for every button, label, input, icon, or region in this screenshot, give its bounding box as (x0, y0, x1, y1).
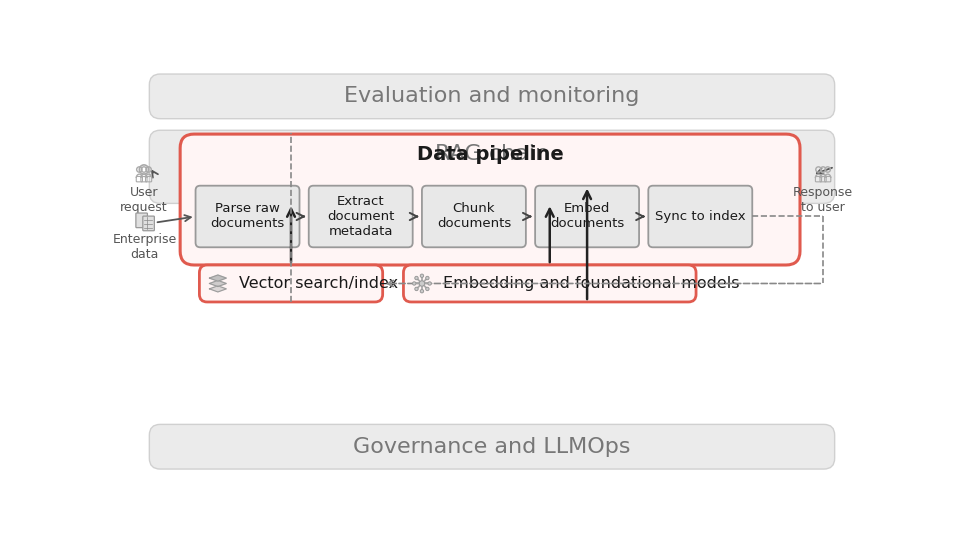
Circle shape (420, 289, 423, 293)
Text: Data pipeline: Data pipeline (417, 145, 564, 164)
FancyBboxPatch shape (136, 213, 148, 228)
FancyBboxPatch shape (150, 130, 834, 204)
Text: Response
to user: Response to user (793, 186, 853, 214)
Circle shape (415, 287, 419, 291)
Text: Embed
documents: Embed documents (550, 202, 624, 231)
Circle shape (413, 282, 416, 285)
Circle shape (415, 276, 419, 280)
FancyBboxPatch shape (150, 424, 834, 469)
FancyBboxPatch shape (535, 186, 639, 247)
Text: Extract
document
metadata: Extract document metadata (327, 195, 395, 238)
Circle shape (425, 276, 429, 280)
Circle shape (420, 274, 423, 278)
Polygon shape (209, 280, 227, 287)
Text: Governance and LLMOps: Governance and LLMOps (353, 437, 631, 457)
Polygon shape (209, 286, 227, 292)
FancyBboxPatch shape (309, 186, 413, 247)
Text: Parse raw
documents: Parse raw documents (210, 202, 285, 231)
Text: Enterprise
data: Enterprise data (112, 233, 177, 261)
Text: Evaluation and monitoring: Evaluation and monitoring (345, 86, 639, 106)
Text: User
request: User request (120, 186, 168, 214)
Polygon shape (209, 275, 227, 281)
Text: Sync to index: Sync to index (655, 210, 746, 223)
FancyBboxPatch shape (648, 186, 753, 247)
FancyBboxPatch shape (150, 74, 834, 119)
Circle shape (428, 282, 431, 285)
FancyBboxPatch shape (143, 216, 155, 231)
FancyBboxPatch shape (180, 134, 800, 265)
Text: Chunk
documents: Chunk documents (437, 202, 511, 231)
FancyBboxPatch shape (200, 265, 383, 302)
Text: Vector search/index: Vector search/index (239, 276, 398, 291)
FancyBboxPatch shape (422, 186, 526, 247)
Circle shape (420, 281, 424, 286)
Text: Embedding and foundational models: Embedding and foundational models (444, 276, 740, 291)
FancyBboxPatch shape (403, 265, 696, 302)
Circle shape (425, 287, 429, 291)
FancyBboxPatch shape (196, 186, 300, 247)
Text: RAG chain: RAG chain (435, 144, 549, 164)
